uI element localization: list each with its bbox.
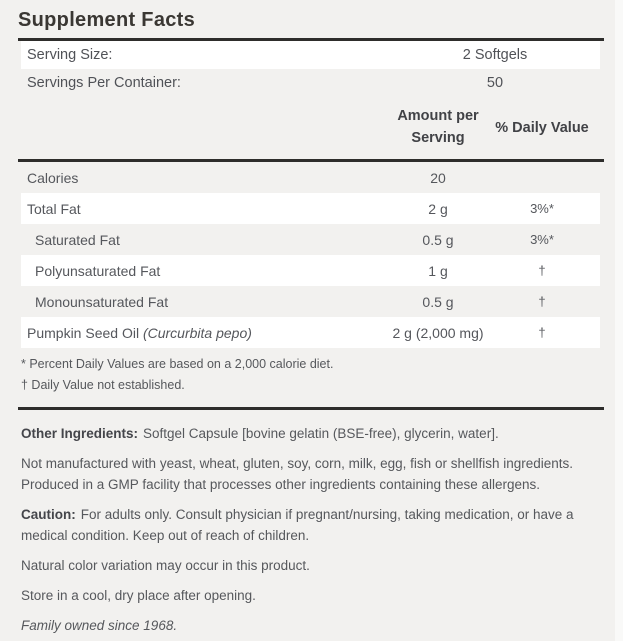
other-ingredients-label: Other Ingredients: bbox=[21, 426, 139, 441]
footnote-dagger: † Daily Value not established. bbox=[21, 378, 185, 392]
serving-info-section: Serving Size: 2 Softgels Servings Per Cont… bbox=[18, 41, 604, 97]
table-row: Saturated Fat 0.5 g 3%* bbox=[21, 224, 600, 255]
column-header-amount-line1: Amount per bbox=[397, 108, 479, 125]
table-row: Pumpkin Seed Oil (Curcurbita pepo) 2 g (2… bbox=[21, 317, 600, 348]
nutrient-name: Saturated Fat bbox=[35, 231, 120, 248]
nutrient-amount: 20 bbox=[430, 169, 446, 186]
table-row: Monounsaturated Fat 0.5 g † bbox=[21, 286, 600, 317]
nutrient-name: Total Fat bbox=[27, 200, 81, 217]
column-header-daily-value: % Daily Value bbox=[495, 120, 589, 136]
table-header-row: Amount per Serving % Daily Value bbox=[21, 97, 600, 159]
nutrient-table: Calories 20 Total Fat 2 g 3%* Saturated Fat 0.… bbox=[18, 162, 604, 348]
additional-info-section: Other Ingredients: Softgel Capsule [bovin… bbox=[21, 410, 604, 636]
nutrient-daily-value: † bbox=[538, 294, 546, 309]
nutrient-name: Pumpkin Seed Oil (Curcurbita pepo) bbox=[27, 324, 252, 341]
serving-row-label: Servings Per Container: bbox=[27, 75, 181, 91]
nutrient-daily-value: † bbox=[538, 263, 546, 278]
nutrient-amount: 0.5 g bbox=[422, 231, 454, 248]
divider-bottom bbox=[18, 407, 604, 410]
caution-label: Caution: bbox=[21, 507, 76, 523]
other-ingredients-text: Softgel Capsule [bovine gelatin (BSE-fre… bbox=[143, 426, 499, 441]
allergen-statement: Not manufactured with yeast, wheat, glut… bbox=[21, 456, 574, 493]
nutrient-amount: 2 g bbox=[428, 200, 448, 217]
table-row: Polyunsaturated Fat 1 g † bbox=[21, 255, 600, 286]
footnotes-section: * Percent Daily Values are based on a 2,… bbox=[21, 348, 604, 407]
column-header-amount-line2: Serving bbox=[411, 130, 465, 146]
nutrient-latin-name: (Curcurbita pepo) bbox=[142, 324, 252, 341]
serving-row: Servings Per Container: 50 bbox=[21, 69, 600, 97]
label-content: Supplement Facts Serving Size: 2 Softgels… bbox=[18, 0, 604, 641]
nutrient-daily-value: 3%* bbox=[530, 201, 554, 216]
page-title: Supplement Facts bbox=[18, 9, 196, 31]
divider-header bbox=[18, 159, 604, 162]
family-owned-tagline: Family owned since 1968. bbox=[21, 618, 178, 634]
nutrient-name: Polyunsaturated Fat bbox=[35, 262, 161, 279]
column-header-amount: Amount per Serving bbox=[392, 106, 484, 150]
table-row: Calories 20 bbox=[21, 162, 600, 193]
nutrient-amount: 1 g bbox=[428, 262, 448, 279]
nutrient-daily-value: 3%* bbox=[530, 232, 554, 247]
divider-top bbox=[18, 38, 604, 41]
serving-row-value: 2 Softgels bbox=[462, 47, 528, 63]
serving-row-label: Serving Size: bbox=[27, 47, 113, 63]
caution-statement: Caution: For adults only. Consult physici… bbox=[21, 504, 599, 546]
right-edge-strip bbox=[615, 0, 623, 641]
nutrient-amount: 0.5 g bbox=[422, 293, 454, 310]
nutrient-amount: 2 g (2,000 mg) bbox=[392, 324, 484, 341]
nutrient-name: Monounsaturated Fat bbox=[35, 293, 169, 310]
color-variation-note: Natural color variation may occur in thi… bbox=[21, 558, 310, 574]
table-row: Total Fat 2 g 3%* bbox=[21, 193, 600, 224]
nutrient-name: Calories bbox=[27, 169, 79, 186]
serving-row-value: 50 bbox=[486, 75, 504, 91]
storage-note: Store in a cool, dry place after opening… bbox=[21, 588, 256, 604]
nutrient-daily-value: † bbox=[538, 325, 546, 340]
caution-text: For adults only. Consult physician if pr… bbox=[21, 507, 574, 544]
serving-row: Serving Size: 2 Softgels bbox=[21, 41, 600, 69]
other-ingredients: Other Ingredients: Softgel Capsule [bovin… bbox=[21, 423, 599, 444]
footnote-daily-value: * Percent Daily Values are based on a 2,… bbox=[21, 357, 334, 371]
